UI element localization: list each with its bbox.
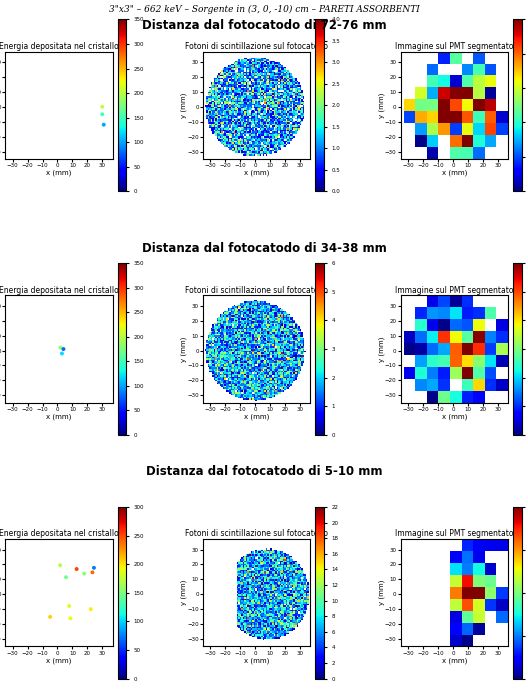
Title: Fotoni di scintillazione sul fotocatodo: Fotoni di scintillazione sul fotocatodo [185, 285, 328, 294]
Text: Distanza dal fotocatodo di 5-10 mm: Distanza dal fotocatodo di 5-10 mm [146, 465, 382, 478]
Point [90, 562, 98, 574]
Point [62, 571, 70, 583]
Y-axis label: y (mm): y (mm) [181, 336, 187, 362]
X-axis label: x (mm): x (mm) [442, 170, 467, 176]
Point [56, 342, 65, 353]
Title: Immagine sul PMT segmentato: Immagine sul PMT segmentato [395, 529, 514, 538]
Title: Immagine sul PMT segmentato: Immagine sul PMT segmentato [395, 285, 514, 294]
X-axis label: x (mm): x (mm) [46, 413, 72, 420]
Y-axis label: y (mm): y (mm) [379, 580, 385, 606]
Y-axis label: y (mm): y (mm) [379, 336, 385, 362]
Text: 3"x3" – 662 keV – Sorgente in (3, 0, -10) cm – PARETI ASSORBENTI: 3"x3" – 662 keV – Sorgente in (3, 0, -10… [109, 5, 419, 14]
X-axis label: x (mm): x (mm) [244, 170, 269, 176]
X-axis label: x (mm): x (mm) [244, 413, 269, 420]
Title: Fotoni di scintillazione sul fotocatodo: Fotoni di scintillazione sul fotocatodo [185, 42, 328, 51]
Point [80, 568, 89, 579]
Point [58, 348, 66, 359]
Point [66, 612, 74, 624]
Point [46, 611, 54, 622]
Y-axis label: y (mm): y (mm) [181, 93, 187, 118]
Point [87, 603, 95, 615]
Point [88, 567, 97, 578]
Title: Fotoni di scintillazione sul fotocatodo: Fotoni di scintillazione sul fotocatodo [185, 529, 328, 538]
Title: Immagine sul PMT segmentato: Immagine sul PMT segmentato [395, 42, 514, 51]
Point [59, 344, 68, 355]
Text: Distanza dal fotocatodo di 72-76 mm: Distanza dal fotocatodo di 72-76 mm [142, 19, 386, 33]
Point [98, 109, 107, 120]
X-axis label: x (mm): x (mm) [442, 657, 467, 663]
Point [72, 564, 81, 575]
Point [56, 560, 64, 571]
Y-axis label: y (mm): y (mm) [379, 93, 385, 118]
Point [65, 601, 73, 612]
Text: Distanza dal fotocatodo di 34-38 mm: Distanza dal fotocatodo di 34-38 mm [142, 242, 386, 255]
Point [98, 101, 107, 112]
Title: Energia depositata nel cristallo: Energia depositata nel cristallo [0, 42, 119, 51]
Y-axis label: y (mm): y (mm) [181, 580, 187, 606]
Point [99, 119, 108, 130]
X-axis label: x (mm): x (mm) [442, 413, 467, 420]
Title: Energia depositata nel cristallo: Energia depositata nel cristallo [0, 285, 119, 294]
X-axis label: x (mm): x (mm) [46, 170, 72, 176]
X-axis label: x (mm): x (mm) [244, 657, 269, 663]
Title: Energia depositata nel cristallo: Energia depositata nel cristallo [0, 529, 119, 538]
X-axis label: x (mm): x (mm) [46, 657, 72, 663]
